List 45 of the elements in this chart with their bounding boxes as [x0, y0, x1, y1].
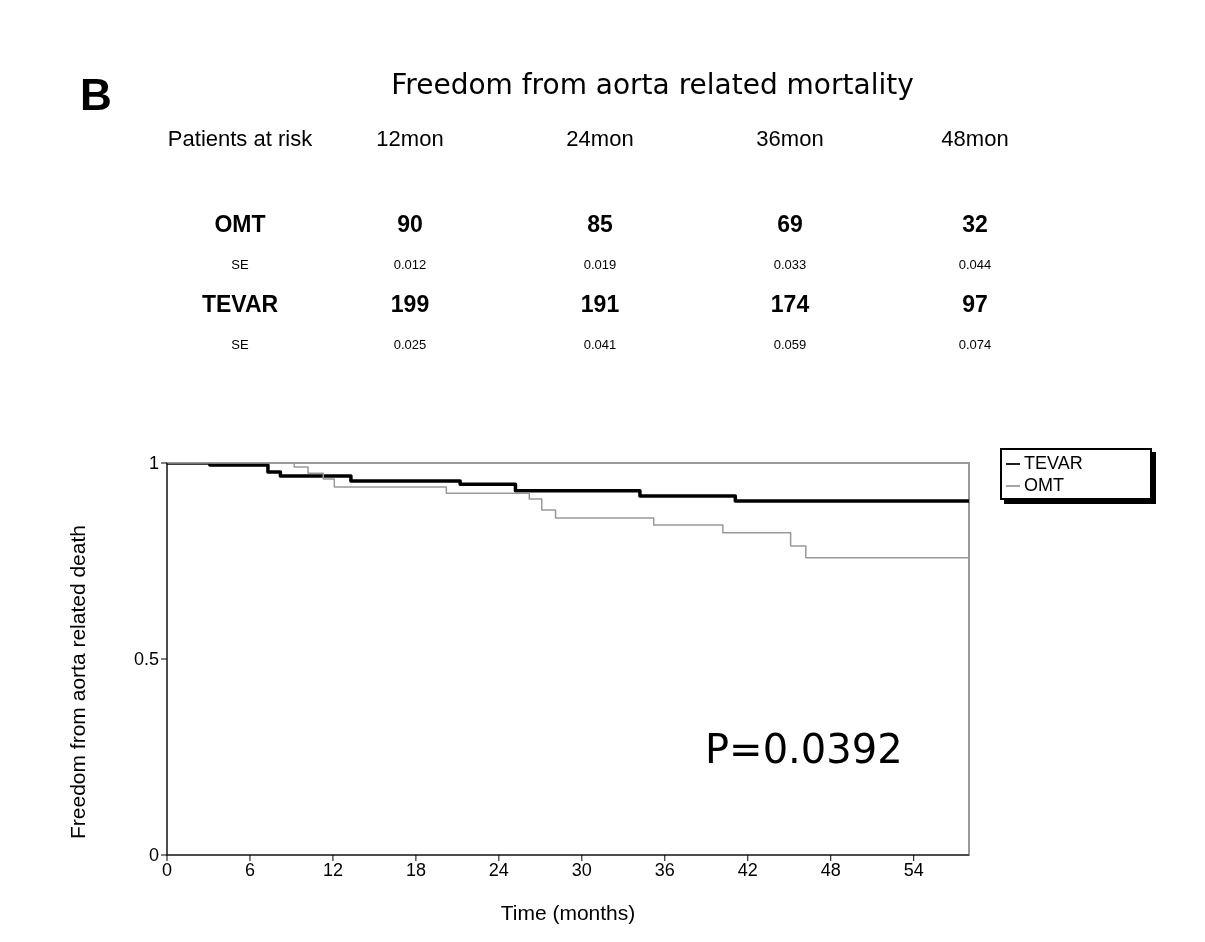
y-axis-title: Freedom from aorta related death [66, 525, 90, 839]
text: 36mon [755, 126, 825, 152]
annotation: P=0.0392 [705, 726, 903, 772]
x-tick-label: 0 [161, 859, 173, 880]
y-tick-label: 1 [148, 453, 159, 474]
x-tick-label: 12 [322, 859, 343, 880]
legend-label: OMT [1024, 475, 1064, 495]
text: 0.012 [392, 257, 428, 272]
x-tick-label: 48 [820, 859, 841, 880]
text: 0.041 [582, 337, 618, 352]
x-tick-label: 24 [488, 859, 509, 880]
x-axis-title: Time (months) [500, 901, 636, 924]
text: 0.033 [772, 257, 808, 272]
text: SE [230, 257, 250, 272]
text: OMT [213, 211, 267, 238]
text: 174 [769, 291, 811, 318]
text: TEVAR [200, 291, 280, 318]
text: 199 [389, 291, 431, 318]
y-tick-label: 0 [148, 845, 159, 866]
text: 0.074 [957, 337, 993, 352]
text: 0.059 [772, 337, 808, 352]
text: B [80, 70, 112, 120]
x-tick-label: 18 [405, 859, 426, 880]
x-tick-label: 42 [737, 859, 758, 880]
text: 90 [396, 211, 424, 238]
text: 191 [579, 291, 621, 318]
text: 0.019 [582, 257, 618, 272]
text: 48mon [940, 126, 1010, 152]
text: 12mon [376, 126, 444, 151]
text: 85 [586, 211, 614, 238]
x-tick-label: 54 [903, 859, 924, 880]
text: 24mon [565, 126, 635, 152]
text: 32 [961, 211, 989, 238]
chart-title: Freedom from aorta related mortality [391, 68, 914, 101]
x-tick-label: 36 [654, 859, 675, 880]
legend-label: TEVAR [1024, 453, 1083, 473]
text: 0.025 [392, 337, 428, 352]
x-tick-label: 6 [244, 859, 255, 880]
text: 0.044 [957, 257, 993, 272]
text: 69 [776, 211, 804, 238]
y-tick-label: 0.5 [133, 649, 159, 670]
text: SE [230, 337, 250, 352]
text: Patients at risk [166, 126, 314, 152]
x-tick-label: 30 [571, 859, 592, 880]
text: 97 [961, 291, 989, 318]
